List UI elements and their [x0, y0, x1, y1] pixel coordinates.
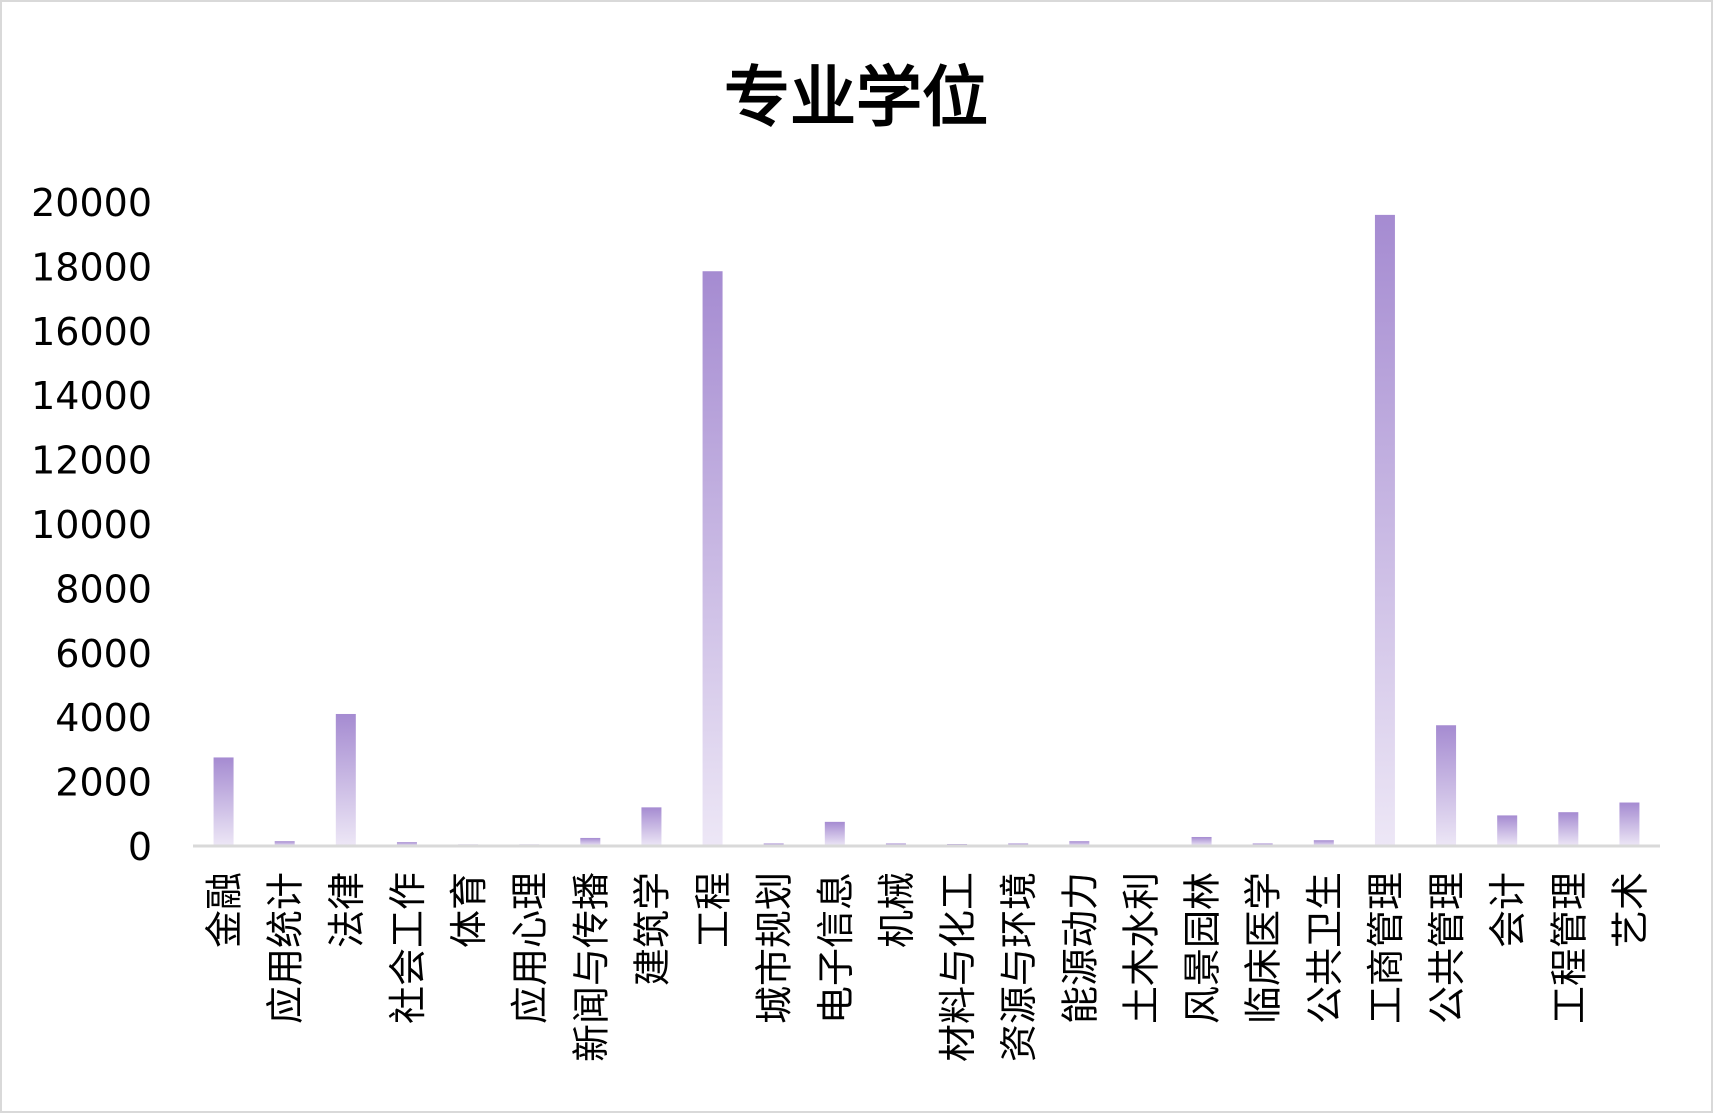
x-tick-label: 工商管理 [1364, 872, 1408, 1024]
x-tick-label: 公共管理 [1425, 872, 1469, 1024]
y-tick-label: 2000 [55, 761, 152, 805]
x-tick-label: 新闻与传播 [569, 872, 613, 1062]
x-tick-label: 城市规划 [753, 872, 797, 1024]
bar [580, 837, 601, 846]
bar [641, 807, 662, 846]
x-tick-label: 电子信息 [814, 872, 858, 1024]
bar [824, 821, 845, 846]
bar [274, 841, 295, 846]
bar [1497, 815, 1518, 846]
y-tick-label: 10000 [31, 503, 152, 547]
x-tick-label: 艺术 [1608, 872, 1652, 948]
bar [702, 271, 723, 847]
chart-title: 专业学位 [724, 59, 988, 136]
x-tick-label: 材料与化工 [936, 872, 980, 1062]
y-tick-label: 6000 [55, 632, 152, 676]
x-tick-label: 工程 [692, 872, 736, 948]
bars [213, 214, 1640, 847]
x-tick-label: 金融 [203, 872, 247, 948]
x-tick-label: 临床医学 [1242, 872, 1286, 1024]
x-axis: 金融 应用统计 法律 社会工作 体育 应用心理 新闻与传播 建筑学 工程 城市规划 电子信息 机械 材料… [203, 872, 1653, 1062]
y-axis: 0 2000 4000 6000 8000 10000 12000 14000 16000 180… [31, 181, 152, 869]
bar [1436, 725, 1457, 846]
y-tick-label: 18000 [31, 245, 152, 289]
x-tick-label: 应用心理 [508, 872, 552, 1024]
bar [1069, 841, 1090, 846]
x-tick-label: 机械 [875, 872, 919, 948]
x-tick-label: 资源与环境 [997, 872, 1041, 1062]
x-tick-label: 公共卫生 [1303, 872, 1347, 1024]
bar [335, 713, 356, 846]
x-tick-label: 应用统计 [264, 872, 308, 1024]
y-tick-label: 16000 [31, 310, 152, 354]
x-tick-label: 法律 [325, 872, 369, 948]
x-tick-label: 风景园林 [1181, 872, 1225, 1024]
y-tick-label: 14000 [31, 374, 152, 418]
x-tick-label: 工程管理 [1547, 872, 1591, 1024]
y-tick-label: 12000 [31, 439, 152, 483]
x-tick-label: 会计 [1486, 872, 1530, 948]
bar [1619, 802, 1640, 846]
x-tick-label: 社会工作 [386, 872, 430, 1024]
x-tick-label: 建筑学 [630, 872, 674, 986]
x-tick-label: 能源动力 [1058, 872, 1102, 1024]
bar [1374, 214, 1395, 846]
x-tick-label: 体育 [447, 872, 491, 948]
y-tick-label: 20000 [31, 181, 152, 225]
y-tick-label: 4000 [55, 696, 152, 740]
bar [1191, 836, 1212, 846]
bar [213, 757, 234, 846]
y-tick-label: 0 [128, 825, 152, 869]
y-tick-label: 8000 [55, 567, 152, 611]
bar [1313, 840, 1334, 846]
bar [1558, 812, 1579, 846]
bar [396, 842, 417, 846]
x-tick-label: 土木水利 [1119, 872, 1163, 1024]
